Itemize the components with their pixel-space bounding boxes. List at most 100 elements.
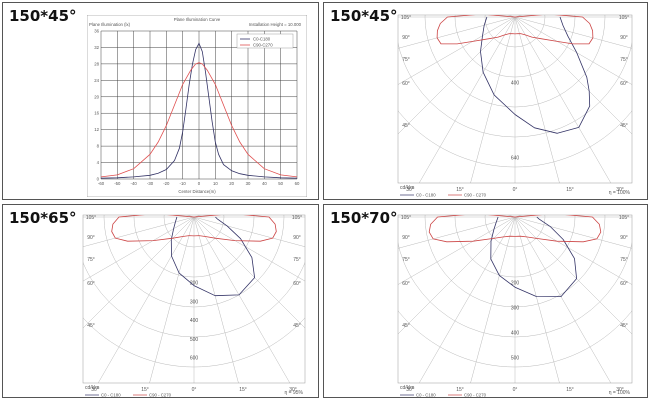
y-tick-label: 28	[94, 61, 99, 66]
radial-label: 400	[511, 331, 520, 337]
legend-label: C90-C270	[253, 43, 273, 48]
angle-label: 105°	[292, 215, 302, 221]
angle-label: 30°	[616, 187, 624, 193]
legend-box	[236, 33, 294, 49]
angle-label: 90°	[620, 235, 628, 241]
radial-label: 200	[190, 281, 199, 287]
legend-label: C0 - C180	[416, 393, 436, 398]
x-tick-label: -40	[131, 181, 138, 186]
radial-label: 640	[511, 156, 520, 162]
legend-label: C0 - C180	[416, 193, 436, 198]
angle-spoke	[470, 216, 516, 383]
angle-spoke	[193, 216, 239, 383]
angle-spoke	[514, 16, 560, 183]
series-curve	[111, 215, 277, 242]
illumination-chart: Plane Illumination Curve Plane Illuminati…	[87, 15, 307, 197]
x-tick-label: 20	[229, 181, 234, 186]
angle-label: 15°	[456, 387, 464, 393]
radial-label: 400	[190, 318, 199, 324]
y-tick-label: 4	[97, 160, 100, 165]
panel-title: 150*70°	[330, 209, 398, 227]
angle-label: 90°	[402, 35, 410, 41]
radial-label: 600	[190, 356, 199, 362]
units-label: cd/klm	[400, 385, 414, 391]
efficiency-label: η = 100%	[609, 190, 631, 196]
series-curve	[480, 16, 591, 134]
x-tick-label: 50	[278, 181, 283, 186]
height-annotation: Installation Height = 10.000	[249, 22, 302, 27]
radial-label: 400	[511, 81, 520, 87]
y-tick-label: 16	[94, 111, 99, 116]
y-tick-label: 24	[94, 78, 99, 83]
x-tick-label: 0	[198, 181, 201, 186]
angle-spoke	[398, 216, 516, 335]
angle-label: 15°	[141, 387, 149, 393]
polar-frame	[397, 214, 633, 384]
legend-label: C0 - C180	[101, 393, 121, 398]
angle-label: 45°	[402, 323, 410, 329]
angle-label: 60°	[402, 281, 410, 287]
angle-label: 90°	[402, 235, 410, 241]
angle-label: 45°	[620, 123, 628, 129]
angle-label: 105°	[401, 15, 411, 21]
polar-grid	[398, 215, 632, 383]
radial-label: 300	[190, 299, 199, 305]
angle-spoke	[514, 216, 632, 335]
series-line	[100, 42, 298, 179]
series-curve	[170, 216, 256, 297]
angle-label: 30°	[289, 387, 297, 393]
x-tick-label: 10	[213, 181, 218, 186]
angle-spoke	[193, 216, 305, 329]
y-tick-label: 12	[94, 127, 99, 132]
angle-spoke	[398, 16, 516, 135]
angle-label: 75°	[402, 257, 410, 263]
series-curve	[428, 215, 602, 243]
x-tick-label: -60	[98, 181, 105, 186]
angle-label: 45°	[620, 323, 628, 329]
angle-label: 105°	[86, 215, 96, 221]
x-tick-label: 30	[246, 181, 251, 186]
angle-label: 15°	[566, 187, 574, 193]
x-tick-label: 40	[262, 181, 267, 186]
polar-chart: 105° 105° 90° 90° 75° 75° 60° 60° 45° 45° 30° 15° 0°…	[397, 214, 633, 398]
angle-spoke	[514, 216, 632, 249]
angle-label: 0°	[513, 387, 518, 393]
y-tick-label: 0	[97, 177, 100, 182]
x-tick-label: -20	[163, 181, 170, 186]
angle-label: 90°	[293, 235, 301, 241]
panel-polar-70: 150*70° 105° 105° 90° 90° 75° 75° 60° 60° 45° 45°…	[323, 204, 648, 398]
radial-label: 200	[511, 281, 520, 287]
angle-spoke	[97, 216, 195, 383]
angle-label: 105°	[619, 15, 629, 21]
legend-label: C90 - C270	[149, 393, 172, 398]
angle-spoke	[398, 216, 516, 285]
angle-spoke	[514, 216, 632, 285]
x-tick-label: -50	[114, 181, 121, 186]
polar-chart: 105° 105° 90° 90° 75° 75° 60° 60° 45° 45° 30° 15° 0°…	[82, 214, 306, 398]
angle-spoke	[149, 216, 195, 383]
legend-label: C0-C180	[253, 37, 271, 42]
radial-label: 300	[511, 306, 520, 312]
angle-label: 30°	[91, 387, 99, 393]
angle-spoke	[193, 216, 291, 383]
angle-spoke	[470, 16, 516, 183]
angle-label: 105°	[619, 215, 629, 221]
angle-spoke	[398, 16, 516, 49]
angle-spoke	[418, 16, 516, 183]
radial-label: 500	[511, 356, 520, 362]
chart-title: Plane Illumination Curve	[174, 17, 221, 22]
angle-label: 45°	[293, 323, 301, 329]
angle-label: 45°	[402, 123, 410, 129]
polar-chart: 105° 105° 90° 90° 75° 75° 60° 60° 45° 45° 30° 15° 0°…	[397, 14, 633, 198]
angle-label: 15°	[239, 387, 247, 393]
angle-label: 75°	[620, 57, 628, 63]
panel-title: 150*65°	[9, 209, 77, 227]
angle-spoke	[398, 216, 516, 249]
angle-label: 60°	[620, 81, 628, 87]
angle-label: 90°	[620, 35, 628, 41]
units-label: cd/klm	[400, 185, 414, 191]
angle-label: 15°	[456, 187, 464, 193]
y-tick-label: 32	[94, 45, 99, 50]
polar-grid	[83, 215, 305, 383]
radial-label: 500	[190, 337, 199, 343]
